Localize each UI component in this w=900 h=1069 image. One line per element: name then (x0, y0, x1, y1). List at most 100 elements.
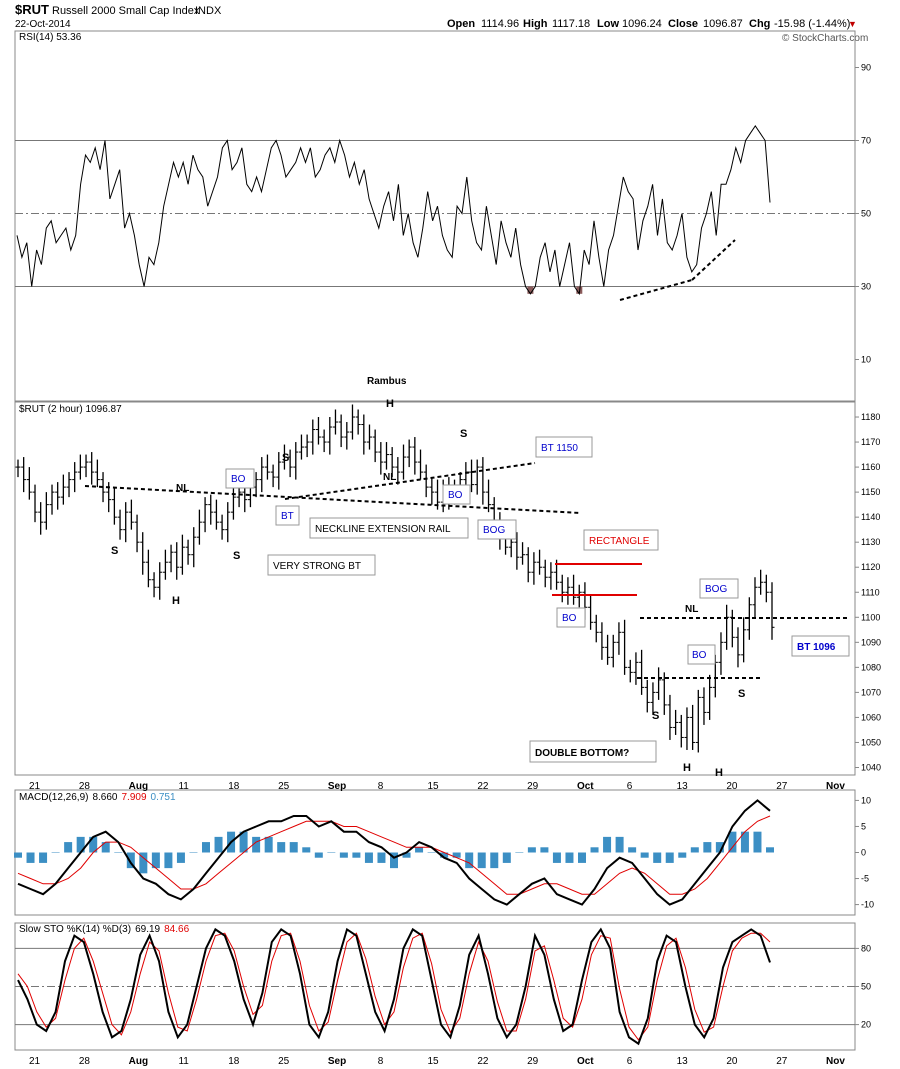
callout-bog-2: BOG (699, 578, 739, 599)
stoch-panel: Slow STO %K(14) %D(3) 69.19 84.66 20 50 80 21… (15, 924, 871, 1067)
macd-histogram-bar (89, 836, 98, 853)
macd-histogram-bar (515, 852, 524, 853)
price-tick-label: 1080 (861, 662, 881, 672)
callout-bo-3-text: BO (562, 613, 577, 624)
price-tick-label: 1160 (861, 462, 880, 472)
callout-bo-3: BO (556, 607, 586, 628)
rsi-oversold-fill (527, 286, 534, 294)
callout-double-bottom-box (529, 740, 657, 763)
price-tick-label: 1150 (861, 487, 880, 497)
macd-histogram-bar (252, 836, 261, 853)
price-tick-label: 1140 (861, 512, 880, 522)
macd-tick-label: 5 (861, 821, 866, 831)
macd-histogram-bar (327, 852, 336, 853)
macd-histogram-bar (302, 847, 311, 853)
label-s-right-low: S (738, 688, 745, 700)
macd-histogram-bar (314, 852, 323, 858)
close-label: Close (668, 18, 698, 30)
price-x-tick-label: 6 (627, 781, 633, 792)
stoch-tick-label: 80 (861, 943, 871, 953)
macd-histogram-bar (151, 852, 160, 869)
macd-histogram-bar (164, 852, 173, 869)
stoch-x-tick-label: 20 (726, 1056, 738, 1067)
rsi-title: RSI(14) 53.36 (19, 32, 82, 43)
low-label: Low (597, 18, 619, 30)
macd-histogram-bar (214, 836, 223, 853)
callout-bog-1: BOG (477, 519, 517, 540)
stoch-x-tick-label: 27 (776, 1056, 788, 1067)
macd-histogram-bar (176, 852, 185, 863)
macd-histogram-bar (703, 842, 712, 853)
macd-histogram-bar (552, 852, 561, 863)
price-x-tick-label: 11 (178, 781, 189, 792)
macd-title-prefix: MACD(12,26,9) (19, 792, 88, 803)
price-x-tick-label: 28 (79, 781, 91, 792)
price-x-tick-label: 27 (776, 781, 788, 792)
price-x-tick-label: 25 (278, 781, 290, 792)
neckline-upper-line (284, 462, 536, 500)
stoch-x-tick-label: 11 (178, 1056, 189, 1067)
label-h-top: H (386, 398, 394, 410)
macd-histogram-bar (14, 852, 22, 858)
price-panel: $RUT (2 hour) 1096.87 1040 1050 1060 1070 10… (15, 404, 881, 792)
callout-double-bottom-text: DOUBLE BOTTOM? (535, 748, 629, 759)
callout-neckline-extension: NECKLINE EXTENSION RAIL (309, 517, 469, 539)
stoch-x-tick-label: 18 (228, 1056, 240, 1067)
neckline-extension-line (84, 485, 581, 514)
price-x-tick-label: 22 (477, 781, 489, 792)
stoch-x-tick-label: Oct (577, 1056, 594, 1067)
macd-histogram-bar (465, 852, 474, 869)
callout-bt-1150-box (535, 436, 593, 458)
macd-histogram-bar (289, 842, 298, 853)
price-tick-label: 1060 (861, 712, 881, 722)
macd-histogram-bar (477, 852, 486, 869)
macd-histogram-bar (277, 842, 286, 853)
stoch-d-value: 84.66 (164, 924, 189, 935)
price-tick-label: 1170 (861, 437, 880, 447)
price-tick-label: 1130 (861, 537, 880, 547)
macd-signal-value: 7.909 (122, 792, 147, 803)
price-x-tick-label: 13 (677, 781, 689, 792)
stoch-x-tick-label: Sep (328, 1056, 346, 1067)
stoch-title: Slow STO %K(14) %D(3) 69.19 84.66 (19, 924, 190, 935)
callout-bog-2-text: BOG (705, 584, 727, 595)
callout-bt-1096-text: BT 1096 (797, 642, 836, 653)
macd-tick-label: 0 (861, 848, 866, 858)
macd-histogram-bar (490, 852, 499, 869)
label-s-bottom-left: S (111, 545, 118, 557)
stoch-x-tick-label: 25 (278, 1056, 290, 1067)
rsi-tick-label: 70 (861, 136, 871, 146)
callout-bo-4-text: BO (692, 650, 707, 661)
macd-line (17, 799, 771, 906)
callout-bog-2-box (699, 578, 739, 599)
macd-histogram-bar (628, 847, 637, 853)
macd-histogram-bar (540, 847, 549, 853)
rsi-panel-frame (14, 30, 856, 402)
ohlc-summary: Open 1114.96 High 1117.18 Low 1096.24 Cl… (447, 18, 857, 30)
stoch-x-tick-label: 15 (428, 1056, 440, 1067)
rsi-tick-label: 90 (861, 63, 871, 73)
callout-bt-1096-box (791, 635, 850, 657)
price-x-tick-label: 8 (378, 781, 384, 792)
price-tick-label: 1070 (861, 687, 881, 697)
chg-value: -15.98 (-1.44%) (774, 18, 850, 30)
index-name: Russell 2000 Small Cap Index (52, 5, 200, 17)
callout-bo-1-text: BO (231, 474, 246, 485)
price-tick-label: 1110 (861, 587, 880, 597)
macd-tick-label: -10 (861, 900, 874, 910)
macd-histogram-bar (26, 852, 35, 863)
macd-panel: MACD(12,26,9) 8.660 7.909 0.751 -10 -5 0 5 10 (14, 792, 874, 910)
label-nl-left: NL (176, 483, 189, 494)
callout-very-strong-bt: VERY STRONG BT (267, 554, 376, 576)
macd-histogram-bar (502, 852, 511, 863)
macd-histogram-bar (690, 847, 699, 853)
price-panel-frame (14, 401, 856, 776)
rambus-label: Rambus (367, 376, 407, 387)
macd-histogram-bar (126, 852, 135, 869)
label-h-inv-1: H (683, 762, 691, 774)
macd-histogram-bar (364, 852, 373, 863)
macd-histogram-bar (202, 842, 210, 853)
stoch-x-tick-label: 13 (677, 1056, 689, 1067)
callout-neckline-extension-text: NECKLINE EXTENSION RAIL (315, 524, 451, 535)
stoch-d-line (17, 932, 771, 1041)
